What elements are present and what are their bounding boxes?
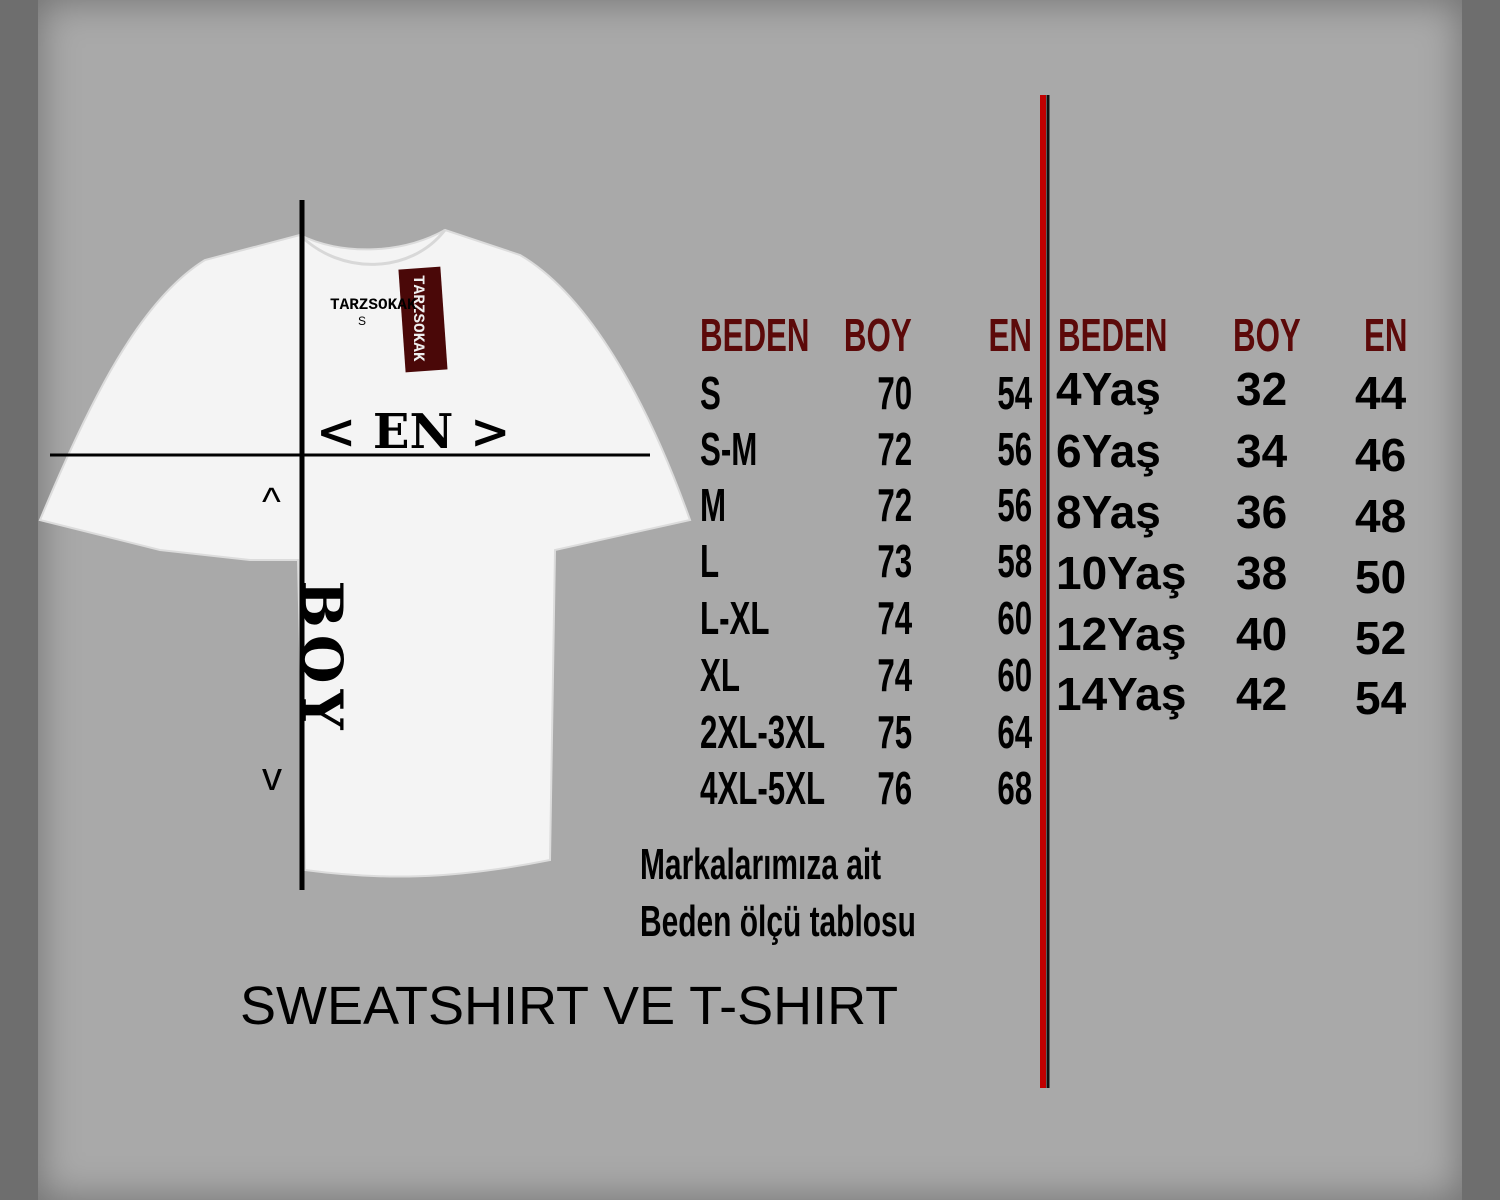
en-cell: 52 bbox=[1355, 612, 1407, 664]
en-cell: 56 bbox=[997, 423, 1032, 475]
boy-cell: 32 bbox=[1236, 363, 1288, 415]
en-cell: 56 bbox=[997, 479, 1032, 531]
size-cell: 2XL-3XL bbox=[700, 706, 826, 758]
arrow-down: v bbox=[262, 755, 282, 799]
boy-cell: 36 bbox=[1236, 486, 1288, 538]
neck-label: TARZSOKAK bbox=[330, 296, 417, 314]
header-beden: BEDEN bbox=[700, 309, 810, 361]
width-marker: < EN > bbox=[316, 404, 511, 460]
en-cell: 48 bbox=[1355, 490, 1407, 542]
en-cell: 54 bbox=[1355, 672, 1407, 724]
boy-cell: 34 bbox=[1236, 425, 1288, 477]
en-cell: 60 bbox=[997, 592, 1032, 644]
size-cell: 4XL-5XL bbox=[700, 762, 826, 814]
boy-cell: 72 bbox=[877, 479, 912, 531]
length-marker: BOY bbox=[288, 580, 355, 736]
en-cell: 68 bbox=[997, 762, 1032, 814]
en-cell: 44 bbox=[1355, 367, 1407, 419]
size-cell: 4Yaş bbox=[1056, 363, 1161, 415]
arrow-up: ^ bbox=[262, 480, 281, 524]
size-cell: M bbox=[700, 479, 727, 531]
boy-cell: 75 bbox=[877, 706, 912, 758]
en-cell: 46 bbox=[1355, 429, 1407, 481]
header-beden: BEDEN bbox=[1058, 309, 1168, 361]
en-cell: 64 bbox=[997, 706, 1032, 758]
size-cell: L bbox=[700, 535, 720, 587]
size-cell: 12Yaş bbox=[1056, 608, 1187, 660]
size-cell: 10Yaş bbox=[1056, 547, 1187, 599]
size-cell: 8Yaş bbox=[1056, 486, 1161, 538]
en-cell: 58 bbox=[997, 535, 1032, 587]
boy-cell: 70 bbox=[877, 367, 912, 419]
boy-cell: 74 bbox=[877, 649, 912, 701]
boy-cell: 74 bbox=[877, 592, 912, 644]
boy-cell: 73 bbox=[877, 535, 912, 587]
header-en: EN bbox=[1364, 309, 1408, 361]
hang-tag-text: TARZSOKAK bbox=[409, 275, 427, 362]
neck-size: S bbox=[358, 314, 367, 328]
background-panel bbox=[38, 0, 1462, 1200]
boy-cell: 40 bbox=[1236, 608, 1288, 660]
en-cell: 50 bbox=[1355, 551, 1407, 603]
caption-line-2: Beden ölçü tablosu bbox=[640, 897, 916, 946]
size-cell: S bbox=[700, 367, 721, 419]
boy-cell: 38 bbox=[1236, 547, 1288, 599]
size-cell: L-XL bbox=[700, 592, 770, 644]
size-cell: 14Yaş bbox=[1056, 668, 1187, 720]
caption-line-1: Markalarımıza ait bbox=[640, 840, 882, 889]
en-cell: 60 bbox=[997, 649, 1032, 701]
size-cell: XL bbox=[700, 649, 740, 701]
size-cell: S-M bbox=[700, 423, 758, 475]
boy-cell: 42 bbox=[1236, 668, 1288, 720]
boy-cell: 72 bbox=[877, 423, 912, 475]
header-boy: BOY bbox=[844, 309, 912, 361]
size-cell: 6Yaş bbox=[1056, 425, 1161, 477]
header-en: EN bbox=[988, 309, 1032, 361]
footer-title: SWEATSHIRT VE T-SHIRT bbox=[240, 976, 899, 1036]
boy-cell: 76 bbox=[877, 762, 912, 814]
en-cell: 54 bbox=[997, 367, 1032, 419]
header-boy: BOY bbox=[1233, 309, 1301, 361]
